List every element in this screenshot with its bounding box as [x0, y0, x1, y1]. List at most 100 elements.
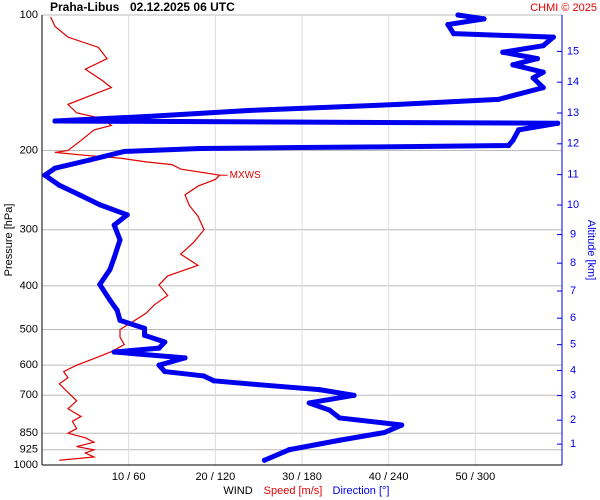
x-tick-label: 40 / 240 [369, 471, 409, 483]
x-axis-label: WIND [223, 485, 252, 497]
direction-point [500, 49, 506, 55]
x-tick-label: 30 / 180 [282, 471, 322, 483]
direction-point [245, 107, 252, 114]
direction-point [451, 31, 457, 37]
y-tick-label: 1000 [14, 459, 38, 471]
direction-point [534, 56, 541, 62]
chart-subtitle: 02.12.2025 06 UTC [130, 0, 235, 14]
x-tick-label: 20 / 120 [195, 471, 235, 483]
y-tick-label: 200 [20, 144, 38, 156]
direction-point [381, 429, 387, 436]
direction-point [97, 281, 103, 288]
direction-point [196, 145, 203, 152]
direction-point [52, 118, 58, 124]
direction-point [182, 355, 188, 361]
direction-point [107, 267, 113, 273]
direction-point [146, 113, 152, 119]
direction-point [540, 43, 546, 49]
direction-point [416, 143, 422, 150]
y2-tick-label: 4 [570, 364, 576, 376]
direction-point [201, 373, 207, 379]
annotation: MXWS [230, 170, 261, 181]
direction-point [56, 182, 62, 188]
y2-tick-label: 11 [567, 169, 578, 181]
y-tick-label: 700 [20, 389, 38, 401]
x-axis-label-speed: Speed [m/s] [264, 485, 323, 497]
x-axis-label-direction: Direction [°] [333, 485, 390, 497]
direction-point [399, 422, 405, 428]
direction-point [481, 16, 487, 22]
direction-point [455, 12, 461, 18]
direction-point [256, 382, 262, 388]
direction-point [42, 172, 48, 178]
y2-tick-label: 15 [567, 45, 579, 57]
y2-tick-label: 13 [567, 107, 579, 119]
credit: CHMI © 2025 [530, 2, 597, 14]
direction-point [117, 317, 123, 323]
direction-point [117, 237, 123, 243]
direction-point [445, 21, 451, 28]
direction-point [162, 339, 168, 345]
direction-point [141, 325, 148, 331]
direction-point [540, 85, 546, 91]
y2-tick-label: 10 [567, 199, 579, 211]
direction-point [550, 34, 556, 40]
direction-point [326, 407, 333, 413]
direction-point [336, 415, 343, 421]
y-tick-label: 300 [20, 224, 38, 236]
y2-tick-label: 12 [567, 138, 579, 150]
y2-tick-label: 1 [570, 438, 576, 450]
direction-point [87, 157, 93, 163]
y2-axis-label: Altitude [km] [585, 220, 597, 281]
y-axis-label: Pressure [hPa] [3, 204, 15, 277]
direction-point [286, 447, 292, 453]
y-tick-label: 925 [20, 444, 38, 456]
y2-tick-label: 9 [570, 228, 576, 240]
y2-tick-label: 3 [570, 390, 576, 402]
y-tick-label: 500 [20, 323, 38, 335]
speed-line [50, 16, 221, 461]
direction-point [156, 345, 162, 351]
y2-tick-label: 6 [570, 312, 576, 324]
direction-point [141, 332, 148, 338]
direction-point [107, 297, 113, 303]
y2-tick-label: 8 [570, 257, 576, 269]
direction-point [261, 457, 268, 463]
direction-point [505, 142, 512, 149]
direction-point [306, 400, 312, 406]
direction-point [52, 165, 58, 171]
x-tick-label: 50 / 300 [455, 471, 495, 483]
direction-point [162, 368, 168, 375]
direction-point [510, 62, 516, 68]
direction-point [530, 75, 536, 81]
direction-point [495, 96, 502, 102]
direction-point [555, 120, 561, 126]
chart-title: Praha-Libus [50, 0, 120, 14]
direction-point [111, 254, 117, 261]
y-tick-label: 600 [20, 359, 38, 371]
direction-point [124, 212, 130, 218]
direction-point [111, 349, 117, 355]
direction-point [97, 202, 103, 208]
direction-point [540, 69, 546, 75]
direction-point [111, 222, 117, 228]
y-tick-label: 100 [20, 9, 38, 21]
direction-point [510, 137, 516, 144]
direction-point [114, 307, 120, 313]
y2-tick-label: 7 [570, 285, 576, 297]
y2-tick-label: 14 [567, 76, 579, 88]
direction-point [396, 101, 402, 107]
direction-point [296, 144, 302, 151]
direction-point [316, 387, 322, 393]
direction-point [351, 392, 357, 398]
y2-tick-label: 5 [570, 339, 576, 351]
y2-tick-label: 2 [570, 414, 576, 426]
direction-point [156, 362, 162, 368]
y-tick-label: 400 [20, 280, 38, 292]
y-tick-label: 850 [20, 427, 38, 439]
direction-point [76, 192, 83, 198]
direction-point [516, 127, 522, 133]
x-tick-label: 10 / 60 [112, 471, 146, 483]
